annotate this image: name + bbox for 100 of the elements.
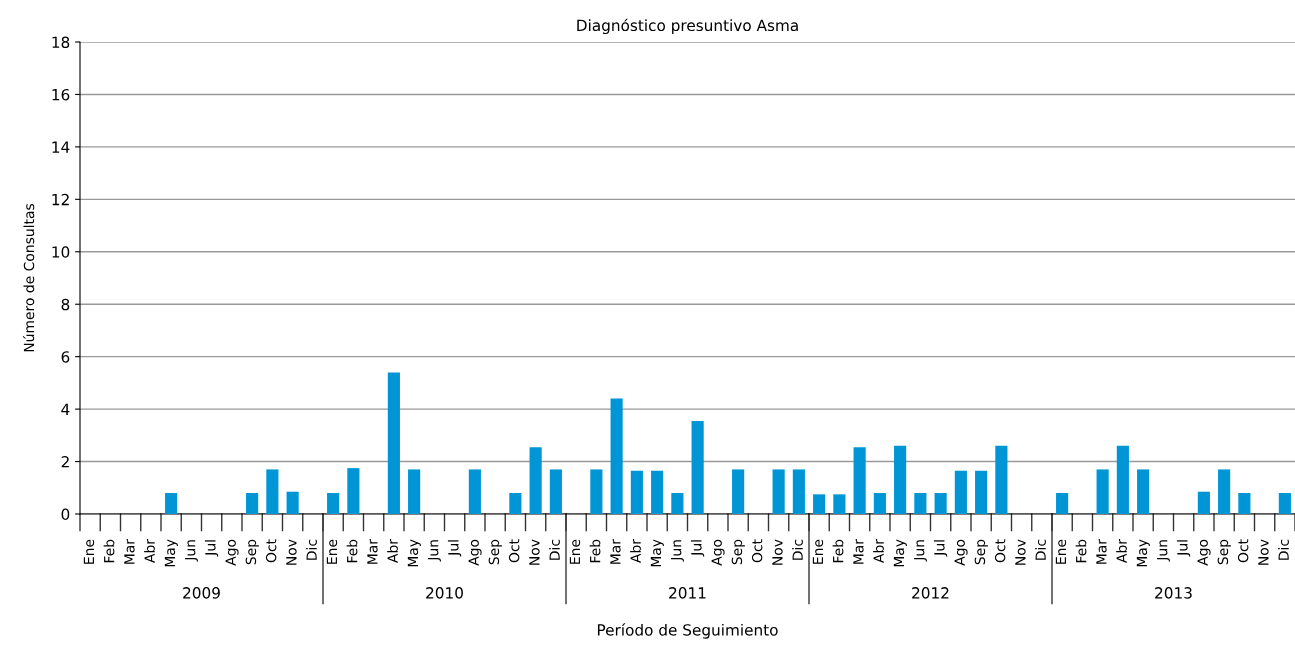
bar [894, 445, 907, 514]
chart-title: Diagnóstico presuntivo Asma [577, 18, 798, 35]
x-tick-label: Oct [508, 539, 520, 563]
x-tick-label: Dic [306, 539, 317, 560]
bar [934, 493, 947, 514]
x-tick-label: Sep [1217, 539, 1231, 565]
bar [165, 493, 178, 514]
x-tick-label: Oct [994, 539, 1006, 563]
x-tick-label: May [407, 539, 421, 567]
x-tick-label: Dic [1035, 539, 1046, 560]
x-tick-label: Nov [529, 539, 540, 565]
bar [408, 469, 421, 514]
x-tick-label: Feb [103, 539, 115, 563]
bar [691, 420, 704, 514]
x-tick-label: Nov [1258, 539, 1269, 565]
bar [772, 469, 785, 514]
bar [651, 470, 664, 514]
bar [975, 470, 988, 514]
x-tick-label: Abr [144, 539, 155, 563]
x-tick-label: Jul [690, 540, 705, 557]
bar [873, 493, 886, 514]
bar [1218, 469, 1231, 514]
x-tick-label: Mar [610, 539, 621, 564]
bar [1238, 493, 1251, 514]
y-tick-label: 2 [61, 456, 69, 468]
bar [954, 470, 967, 514]
x-tick-label: Mar [1096, 539, 1107, 564]
bar [610, 398, 623, 514]
x-tick-label: Nov [1015, 539, 1026, 565]
x-tick-label: Mar [367, 539, 378, 564]
x-tick-label: Jun [185, 540, 198, 562]
x-tick-label: Jul [1176, 540, 1191, 557]
y-tick-label: 16 [52, 88, 70, 101]
bar [286, 491, 299, 514]
x-tick-label: Jun [914, 540, 927, 562]
x-tick-label: Ago [711, 539, 725, 566]
bar [1056, 493, 1069, 514]
bar [853, 447, 866, 514]
y-tick-label: 10 [52, 246, 70, 258]
bar [590, 469, 603, 514]
x-tick-label: Mar [853, 539, 864, 564]
x-tick-label: Dic [792, 539, 803, 560]
x-tick-label: Ago [468, 539, 482, 566]
x-tick-label: Abr [630, 539, 641, 563]
bar [813, 494, 826, 514]
x-tick-label: Ene [1055, 539, 1067, 564]
bar [509, 493, 522, 514]
y-tick-label: 14 [52, 141, 70, 153]
x-tick-label: May [650, 539, 664, 567]
y-tick-label: 12 [52, 193, 69, 206]
x-tick-label: Feb [832, 539, 844, 563]
x-tick-label: Feb [589, 539, 601, 563]
x-tick-label: Ene [569, 539, 581, 564]
x-tick-label: Ene [812, 539, 824, 564]
x-tick-label: Ene [326, 539, 338, 564]
y-tick-label: 4 [61, 403, 70, 415]
x-tick-label: Ago [1197, 539, 1211, 566]
x-tick-label: Ago [225, 539, 239, 566]
x-tick-label: May [1136, 539, 1150, 567]
bar [266, 469, 279, 514]
x-tick-label: Jun [671, 540, 684, 562]
x-tick-label: Sep [245, 539, 259, 565]
y-tick-label: 0 [61, 508, 70, 521]
x-tick-label: Nov [286, 539, 297, 565]
y-tick-label: 18 [52, 36, 70, 49]
x-tick-label: Abr [1116, 539, 1127, 563]
y-axis-title: Número de Consultas [22, 203, 35, 352]
bar [995, 445, 1008, 514]
x-tick-label: Nov [772, 539, 783, 565]
x-tick-label: Sep [488, 539, 502, 565]
y-tick-label: 6 [61, 351, 70, 363]
text: 2011 [669, 587, 706, 599]
bar [1197, 491, 1210, 514]
x-tick-label: Dic [1278, 539, 1289, 560]
x-tick-label: Jun [428, 540, 441, 562]
x-tick-label: Oct [751, 539, 763, 563]
y-tick-label: 8 [61, 298, 70, 311]
bar [914, 493, 927, 514]
x-tick-label: Jul [447, 540, 462, 557]
x-tick-label: Feb [1075, 539, 1087, 563]
x-tick-label: May [893, 539, 907, 567]
text: 2009 [183, 587, 220, 599]
bar [671, 493, 684, 514]
x-tick-label: Abr [873, 539, 884, 563]
x-tick-label: Dic [549, 539, 560, 560]
bar [468, 469, 481, 514]
x-tick-label: Oct [1237, 539, 1249, 563]
bar [1278, 493, 1291, 514]
x-tick-label: Feb [346, 539, 358, 563]
bar [529, 447, 542, 514]
bar [549, 469, 562, 514]
bar [732, 469, 745, 514]
text: 2013 [1155, 587, 1192, 599]
x-tick-label: Ene [83, 539, 95, 564]
x-tick-label: Jul [204, 540, 219, 557]
x-tick-label: Ago [954, 539, 968, 566]
x-tick-label: Jul [933, 540, 948, 557]
x-tick-label: Sep [731, 539, 745, 565]
x-tick-label: Oct [265, 539, 277, 563]
x-tick-label: Mar [124, 539, 135, 564]
